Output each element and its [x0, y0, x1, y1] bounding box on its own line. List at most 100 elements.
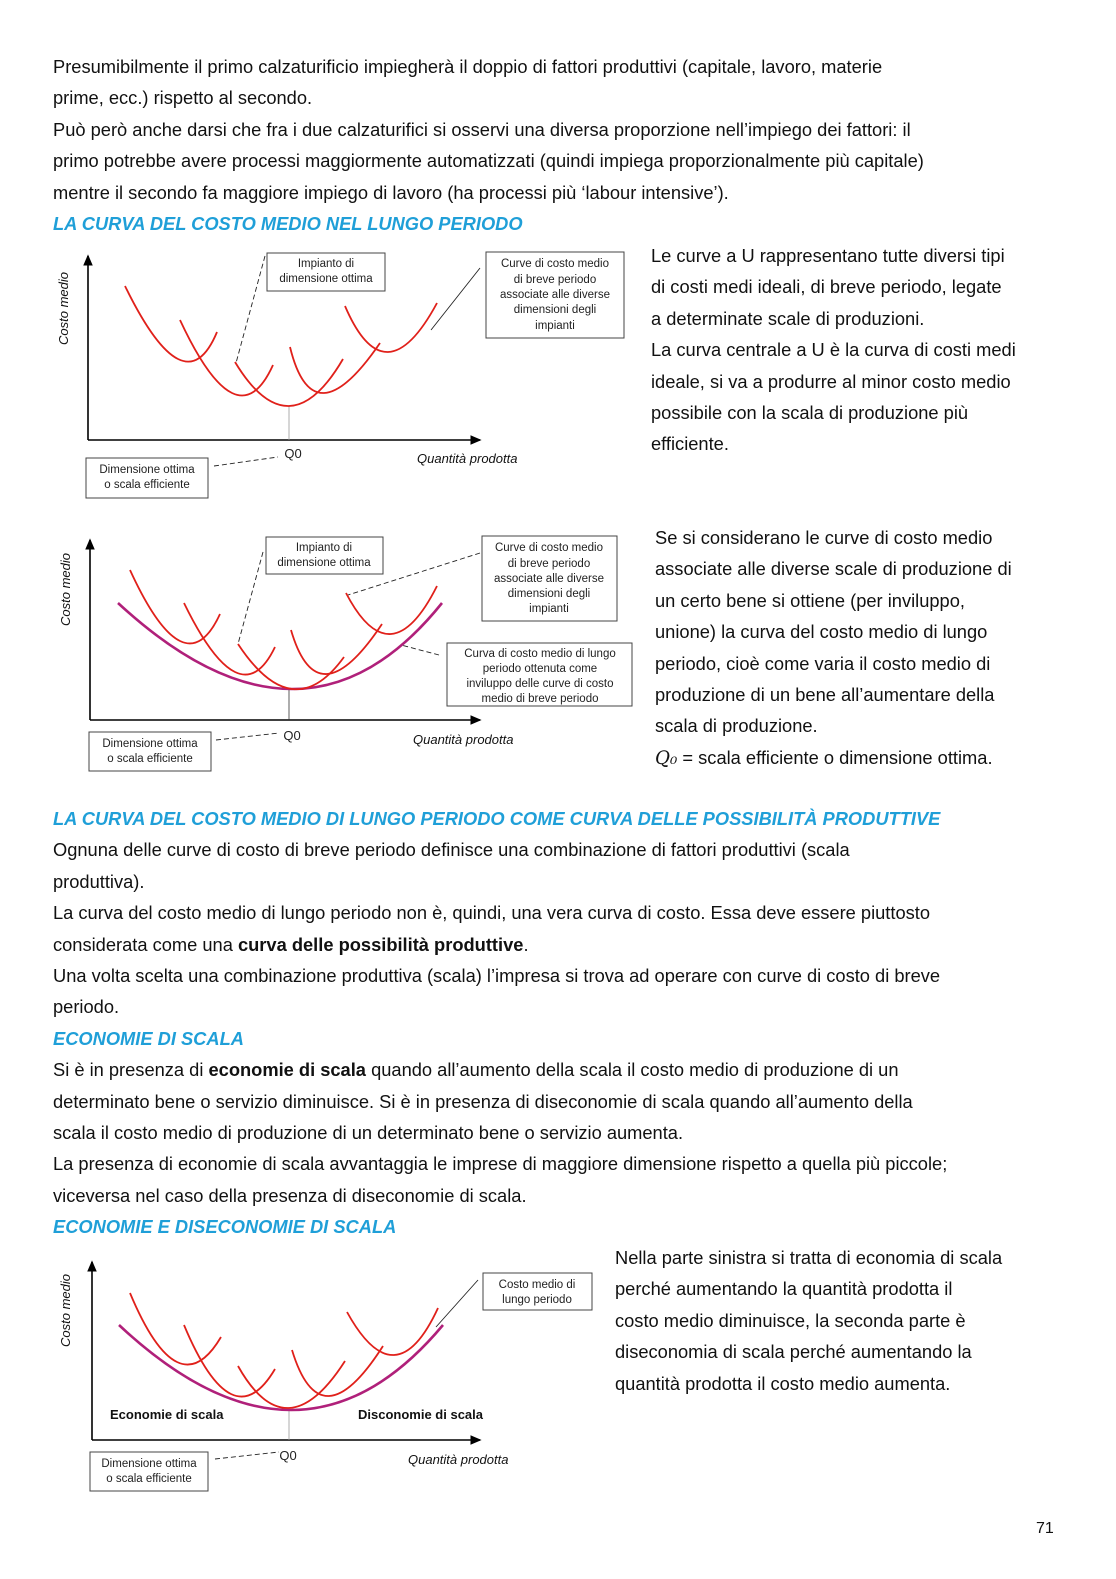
text-line: La curva del costo medio di lungo period…: [53, 902, 931, 924]
box-text: Impianto di: [298, 258, 354, 270]
text-line: La curva centrale a U è la curva di cost…: [651, 339, 1016, 361]
text-line: Si è in presenza di economie di scala qu…: [53, 1054, 947, 1085]
text-line: Se si considerano le curve di costo medi…: [655, 527, 993, 548]
box-text: dimensioni degli: [508, 588, 590, 600]
diagram3-explanation: Nella parte sinistra si tratta di econom…: [615, 1242, 1002, 1399]
box-text: Impianto di: [296, 542, 352, 554]
text-line: un certo bene si ottiene (per inviluppo,: [655, 589, 965, 611]
short-run-curves-box: [485, 251, 625, 339]
text-line: scala il costo medio di produzione di un…: [53, 1121, 684, 1143]
diagram-short-run-curves: Costo medio Quantità prodotta Q0 Impiant…: [56, 251, 625, 499]
q0-label: Q0: [283, 728, 300, 743]
short-run-curve: [237, 643, 345, 691]
section-heading: ECONOMIE E DISECONOMIE DI SCALA: [53, 1216, 397, 1238]
box-text: o scala efficiente: [106, 1473, 191, 1485]
text-segment: quando all’aumento della scala il costo …: [365, 1059, 899, 1081]
text-line: a determinate scale di produzioni.: [651, 307, 925, 329]
long-run-curve: [117, 602, 444, 691]
text-line: mentre il secondo fa maggiore impiego di…: [53, 181, 729, 203]
y-axis-label: Costo medio: [56, 272, 71, 345]
box-text: Curve di costo medio: [495, 542, 603, 554]
text-line: efficiente.: [651, 433, 729, 455]
text-line: produttiva).: [53, 870, 145, 892]
short-run-curve: [129, 569, 221, 645]
efficient-scale-box: [89, 1451, 209, 1492]
q0-label: Q0: [284, 446, 301, 461]
box-text: lungo periodo: [502, 1294, 572, 1306]
long-run-curve: [118, 1324, 444, 1412]
page-number: 71: [1036, 1520, 1054, 1537]
box-text: Costo medio di: [499, 1279, 576, 1291]
box-text: dimensione ottima: [279, 273, 373, 285]
text-line: Le curve a U rappresentano tutte diversi…: [651, 245, 1005, 266]
box-text: impianti: [529, 603, 569, 615]
text-line: costo medio diminuisce, la seconda parte…: [615, 1309, 966, 1331]
short-run-curve: [291, 1345, 384, 1397]
short-run-curve: [345, 585, 438, 635]
diagram-long-run-envelope: Costo medio Quantità prodotta Q0 Impiant…: [58, 535, 633, 772]
text-line: quantità prodotta il costo medio aumenta…: [615, 1372, 951, 1394]
box-text: di breve periodo: [508, 558, 590, 570]
box-text: dimensione ottima: [277, 557, 371, 569]
box-text: Dimensione ottima: [99, 464, 195, 476]
text-segment: considerata come una: [53, 933, 238, 955]
text-line: associate alle diverse scale di produzio…: [655, 558, 1012, 580]
efficient-scale-box: [85, 457, 209, 499]
short-run-curve: [289, 342, 381, 394]
optimal-plant-box: [265, 536, 384, 575]
short-run-curve: [129, 1292, 222, 1366]
short-run-curve: [124, 285, 218, 363]
text-line: Ognuna delle curve di costo di breve per…: [53, 839, 850, 861]
intro-text: Presumibilmente il primo calzaturificio …: [53, 51, 924, 239]
box-text: dimensioni degli: [514, 304, 596, 316]
text-line: Q₀ = scala efficiente o dimensione ottim…: [655, 742, 1012, 773]
long-run-envelope-box: [446, 642, 633, 707]
x-axis-label: Quantità prodotta: [408, 1452, 508, 1467]
text-segment: = scala efficiente o dimensione ottima.: [677, 746, 993, 768]
section-heading: LA CURVA DEL COSTO MEDIO NEL LUNGO PERIO…: [53, 212, 523, 234]
box-text: associate alle diverse: [500, 289, 610, 301]
short-run-curve: [344, 302, 438, 353]
box-text: impianti: [535, 320, 575, 332]
optimal-plant-box: [266, 252, 386, 292]
diseconomies-label: Disconomie di scala: [358, 1407, 484, 1422]
economies-label: Economie di scala: [110, 1407, 224, 1422]
box-text: Dimensione ottima: [102, 738, 198, 750]
text-line: prime, ecc.) rispetto al secondo.: [53, 87, 313, 109]
bold-text: economie di scala: [208, 1059, 366, 1081]
text-line: periodo, cioè come varia il costo medio …: [655, 652, 991, 674]
section-heading: ECONOMIE DI SCALA: [53, 1027, 244, 1049]
section-text: LA CURVA DEL COSTO MEDIO DI LUNGO PERIOD…: [53, 803, 947, 1242]
text-line: scala di produzione.: [655, 715, 818, 737]
box-text: o scala efficiente: [104, 479, 189, 491]
text-line: diseconomia di scala perché aumentando l…: [615, 1341, 972, 1363]
box-text: o scala efficiente: [107, 753, 192, 765]
long-run-cost-box: [482, 1272, 593, 1311]
box-text: Curva di costo medio di lungo: [464, 648, 616, 660]
x-axis-label: Quantità prodotta: [413, 732, 513, 747]
box-text: periodo ottenuta come: [483, 663, 597, 675]
section-heading: LA CURVA DEL COSTO MEDIO DI LUNGO PERIOD…: [53, 808, 941, 829]
text-line: unione) la curva del costo medio di lung…: [655, 621, 988, 643]
box-text: medio di breve periodo: [482, 693, 599, 705]
short-run-curve: [234, 358, 344, 407]
text-line: periodo.: [53, 996, 120, 1018]
short-run-curve: [179, 319, 274, 397]
y-axis-label: Costo medio: [58, 553, 73, 626]
text-line: Può però anche darsi che fra i due calza…: [53, 118, 911, 140]
bold-text: curva delle possibilità produttive: [237, 933, 524, 955]
text-line: determinato bene o servizio diminuisce. …: [53, 1090, 913, 1112]
diagram2-explanation: Se si considerano le curve di costo medi…: [655, 522, 1012, 773]
short-run-curve: [290, 623, 383, 675]
y-axis-label: Costo medio: [58, 1274, 73, 1347]
short-run-curve: [237, 1360, 346, 1409]
q0-label: Q0: [279, 1448, 296, 1463]
diagram1-explanation: Le curve a U rappresentano tutte diversi…: [651, 240, 1016, 460]
short-run-curves-box: [481, 535, 618, 622]
text-line: ideale, si va a produrre al minor costo …: [651, 370, 1011, 392]
short-run-curve: [183, 602, 276, 676]
x-axis-label: Quantità prodotta: [417, 451, 517, 466]
box-text: associate alle diverse: [494, 573, 604, 585]
short-run-curve: [346, 1307, 439, 1356]
